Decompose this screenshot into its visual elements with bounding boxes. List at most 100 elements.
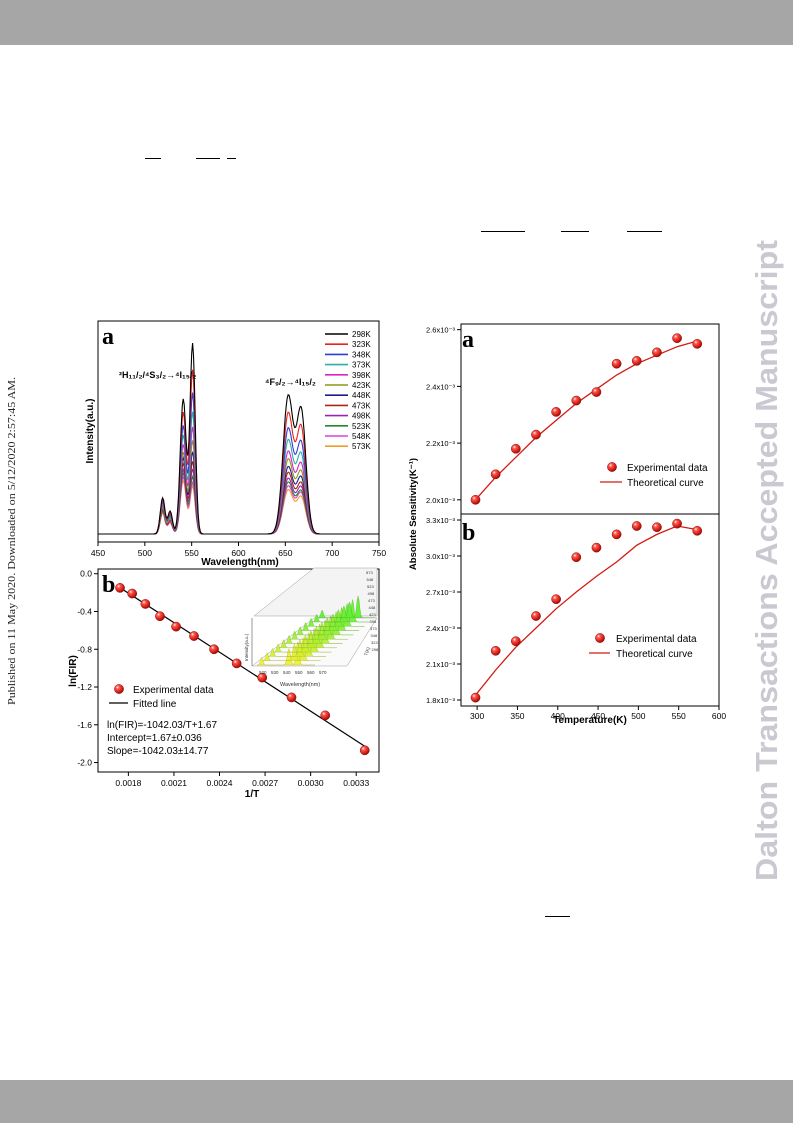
spectrum-548K (98, 475, 379, 535)
fir-xlabel: 1/T (245, 789, 259, 800)
panel-b-letter-right: b (462, 520, 475, 546)
fraction-bar (545, 916, 570, 917)
data-point (510, 636, 521, 647)
legend-label-fitted: Fitted line (133, 699, 177, 710)
data-point (171, 621, 181, 632)
inset-temp-label: 298 (372, 647, 379, 652)
spectra-axes: 450 500 550 600 650 700 750 (91, 542, 386, 558)
inset-trace (256, 642, 315, 666)
inset-x-tick-label: 550 (295, 670, 303, 675)
inset-trace (311, 599, 370, 623)
fraction-bar (561, 231, 589, 232)
x-tick-label: 500 (631, 711, 645, 721)
publication-notice: Published on 11 May 2020. Downloaded on … (0, 375, 22, 705)
data-point (692, 525, 703, 536)
legend-label: 473K (352, 401, 371, 410)
panel-b-letter: b (102, 572, 115, 598)
published-text: Published on 11 May 2020. Downloaded on … (7, 377, 18, 705)
data-point (127, 588, 138, 599)
figure-left: a 450 500 550 600 650 700 750 Intensity(a.u.) … (62, 316, 392, 804)
data-point (692, 339, 703, 349)
legend-label: 498K (352, 412, 371, 421)
x-tick-label: 0.0027 (252, 778, 278, 788)
data-point (257, 672, 268, 683)
sensitivity-b-axes: 1.8x10⁻³ 2.1x10⁻³ 2.4x10⁻³ 2.7x10⁻³ 3.0x10⁻³… (426, 516, 726, 721)
peak2-arrow: → (286, 377, 295, 387)
spectrum-423K (98, 440, 379, 535)
inset-trace (289, 615, 348, 640)
panel-b-frame-right (460, 513, 720, 707)
inset-x-tick-label: 570 (319, 670, 327, 675)
sensitivity-b-plot (470, 518, 703, 703)
sensitivity-a-axes: 2.0x10⁻³ 2.2x10⁻³ 2.4x10⁻³ 2.6x10⁻³ (426, 326, 461, 505)
watermark: Dalton Transactions Accepted Manuscript (744, 240, 790, 885)
legend-label: 348K (352, 350, 371, 359)
y-tick-label: -2.0 (77, 758, 92, 768)
inset-temp-label: 573 (366, 570, 373, 575)
y-tick-label: 1.8x10⁻³ (426, 696, 455, 705)
y-tick-label: 3.0x10⁻³ (426, 552, 455, 561)
inset-trace (306, 603, 365, 627)
fraction-bar (227, 158, 236, 159)
data-point (155, 611, 165, 622)
inset-waterfall: Intensity(a.u.) Wavelength(nm) T(K) 520 5… (244, 567, 379, 688)
y-tick-label: 2.1x10⁻³ (426, 660, 455, 669)
data-point (286, 692, 297, 703)
inset-trace (278, 623, 337, 648)
legend-label: 448K (352, 391, 371, 400)
sensitivity-b-legend: Experimental data Theoretical curve (589, 633, 697, 660)
fit-equation: ln(FIR)=-1042.03/T+1.67 (107, 720, 217, 731)
inset-temp-label: 348 (371, 633, 378, 638)
inset-temp-label: 448 (369, 605, 376, 610)
inset-x-tick-label: 530 (271, 670, 279, 675)
x-tick-label: 0.0033 (343, 778, 369, 788)
inset-x-tick-label: 540 (283, 670, 291, 675)
spectrum-298K (98, 342, 379, 535)
peak2-ground: ⁴I₁₅/₂ (295, 377, 316, 387)
legend-marker-experimental (595, 633, 605, 643)
fraction-bar (196, 158, 220, 159)
data-point (551, 594, 561, 605)
data-point (672, 333, 682, 344)
spectrum-573K (98, 479, 379, 535)
x-tick-label: 300 (470, 711, 484, 721)
y-tick-label: -1.2 (77, 682, 92, 692)
data-point (470, 692, 481, 703)
x-tick-label: 550 (672, 711, 686, 721)
data-point (209, 644, 219, 655)
legend-label: 573K (352, 442, 371, 451)
spectrum-373K (98, 411, 379, 535)
data-point (571, 395, 582, 406)
spectra-plot (98, 342, 379, 535)
inset-trace (267, 632, 326, 657)
data-point (231, 658, 242, 669)
spectrum-498K (98, 467, 379, 535)
sensitivity-xlabel: Temperature(K) (553, 715, 627, 726)
peak1-level1: ²H₁₁/₂ (119, 370, 142, 380)
watermark-text: Dalton Transactions Accepted Manuscript (749, 240, 784, 881)
fit-intercept: Intercept=1.67±0.036 (107, 733, 202, 744)
sensitivity-a-plot (470, 333, 703, 505)
inset-temp-labels: 573 548 523 498 473 448 423 398 373 348 323 298 (366, 570, 379, 652)
peak-label-green: ²H₁₁/₂/⁴S₃/₂→⁴I₁₅/₂ (119, 370, 196, 380)
data-point (490, 645, 501, 656)
y-tick-label: -1.6 (77, 720, 92, 730)
spectrum-323K (98, 369, 379, 535)
y-tick-label: 2.7x10⁻³ (426, 588, 455, 597)
x-tick-label: 0.0030 (298, 778, 324, 788)
theoretical-curve (474, 525, 698, 696)
fir-plot (115, 583, 370, 756)
legend-label-theoretical: Theoretical curve (616, 649, 693, 660)
data-point (140, 599, 151, 609)
data-point (631, 521, 642, 531)
x-tick-label: 500 (138, 548, 152, 558)
inset-x-tick-label: 520 (259, 670, 267, 675)
legend-marker-experimental (114, 684, 124, 694)
fir-legend: Experimental data Fitted line (109, 684, 214, 710)
sensitivity-ylabel: Absolute Sensitivity(K⁻¹) (408, 458, 419, 570)
data-point (591, 387, 602, 397)
x-tick-label: 0.0024 (207, 778, 233, 788)
x-tick-label: 600 (712, 711, 726, 721)
header-band (0, 0, 793, 45)
panel-a-letter: a (102, 324, 114, 350)
